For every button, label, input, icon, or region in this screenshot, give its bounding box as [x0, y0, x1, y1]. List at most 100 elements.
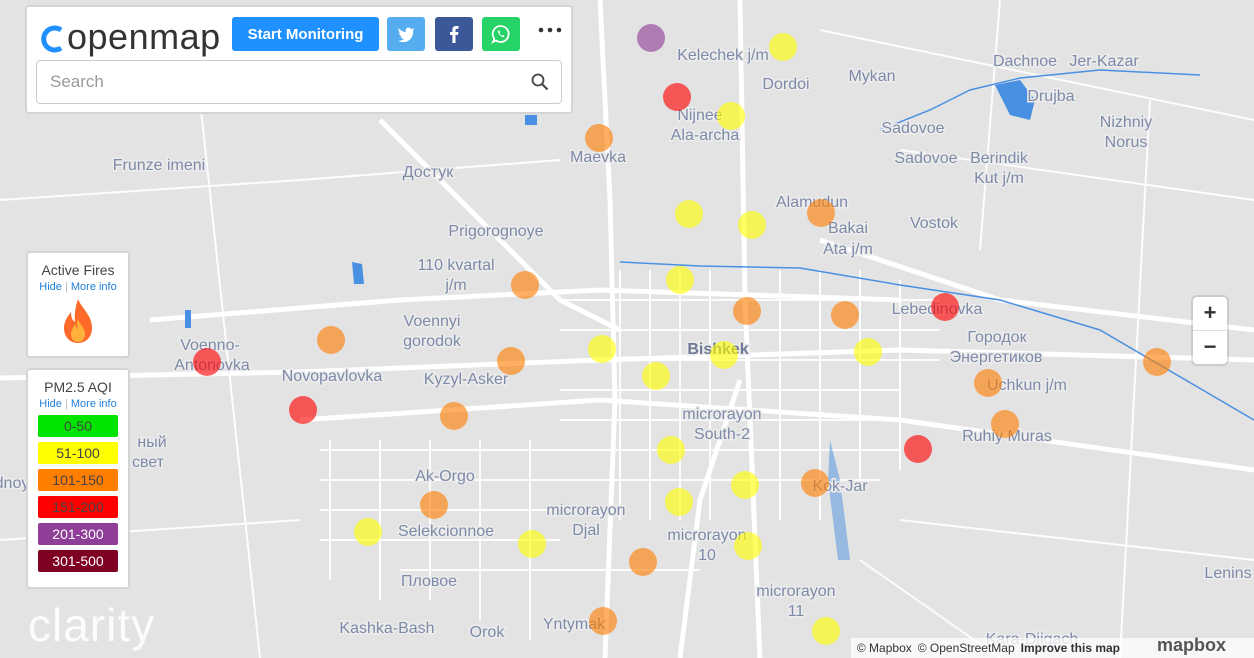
- place-label: ный: [137, 434, 166, 451]
- sensor-marker[interactable]: [854, 338, 882, 366]
- sensor-marker[interactable]: [511, 271, 539, 299]
- sensor-marker[interactable]: [440, 402, 468, 430]
- place-label: Berindik: [970, 150, 1029, 167]
- sensor-marker[interactable]: [738, 211, 766, 239]
- place-label: j/m: [444, 277, 466, 294]
- place-label: Mykan: [848, 68, 895, 85]
- place-label: Ata j/m: [823, 241, 873, 258]
- more-button[interactable]: [538, 25, 562, 35]
- place-label: 110 kvartal: [417, 257, 494, 274]
- start-monitoring-button[interactable]: Start Monitoring: [232, 17, 379, 51]
- facebook-button[interactable]: [435, 17, 473, 51]
- zoom-in[interactable]: +: [1193, 297, 1227, 331]
- sensor-marker[interactable]: [710, 341, 738, 369]
- improve-link[interactable]: Improve this map: [1020, 641, 1120, 655]
- sensor-marker[interactable]: [663, 83, 691, 111]
- mapbox-brand: mapbox: [1156, 635, 1226, 655]
- fire-icon[interactable]: [60, 297, 96, 345]
- sensor-marker[interactable]: [629, 548, 657, 576]
- aqi-level: 0-50: [38, 415, 118, 437]
- sensor-marker[interactable]: [931, 293, 959, 321]
- aqi-level: 51-100: [38, 442, 118, 464]
- sensor-marker[interactable]: [733, 297, 761, 325]
- place-label: gorodok: [403, 333, 462, 350]
- hide-link[interactable]: Hide: [39, 281, 62, 293]
- place-label: Dordoi: [762, 76, 809, 93]
- sensor-marker[interactable]: [637, 24, 665, 52]
- sensor-marker[interactable]: [420, 491, 448, 519]
- place-label: Пловое: [401, 573, 457, 590]
- sensor-marker[interactable]: [588, 335, 616, 363]
- sensor-marker[interactable]: [657, 436, 685, 464]
- place-label: 11: [788, 603, 805, 620]
- sensor-markers: [193, 24, 1171, 645]
- logo-icon: [41, 26, 63, 53]
- sensor-marker[interactable]: [731, 471, 759, 499]
- canal: [879, 69, 1201, 131]
- place-label: Novopavlovka: [282, 368, 383, 385]
- logo-text: openmap: [67, 16, 221, 57]
- aqi-level: 101-150: [38, 469, 118, 491]
- clarity-logo: clarity: [28, 599, 156, 651]
- place-label: Ak-Orgo: [415, 468, 475, 485]
- search-icon[interactable]: [531, 73, 549, 91]
- sensor-marker[interactable]: [769, 33, 797, 61]
- place-label: Kut j/m: [974, 170, 1024, 187]
- more-info-link[interactable]: More info: [70, 281, 117, 293]
- place-label: Dachnoe: [993, 53, 1057, 70]
- sensor-marker[interactable]: [991, 410, 1019, 438]
- panel-links: Hide | More info: [28, 398, 128, 410]
- sensor-marker[interactable]: [734, 532, 762, 560]
- place-label: Selekcionnoe: [398, 523, 494, 540]
- twitter-button[interactable]: [387, 17, 425, 51]
- water: [185, 80, 1035, 560]
- sensor-marker[interactable]: [585, 124, 613, 152]
- sensor-marker[interactable]: [807, 199, 835, 227]
- whatsapp-button[interactable]: [482, 17, 520, 51]
- sensor-marker[interactable]: [193, 348, 221, 376]
- place-label: Lenins: [1204, 565, 1251, 582]
- place-label: Достук: [403, 164, 454, 181]
- more-info-link[interactable]: More info: [70, 398, 117, 410]
- sensor-marker[interactable]: [497, 347, 525, 375]
- aqi-level: 151-200: [38, 496, 118, 518]
- sensor-marker[interactable]: [717, 102, 745, 130]
- separator: |: [64, 398, 68, 410]
- separator: |: [64, 281, 68, 293]
- zoom-out[interactable]: −: [1203, 334, 1217, 359]
- sensor-marker[interactable]: [354, 518, 382, 546]
- sensor-marker[interactable]: [801, 469, 829, 497]
- place-label: Voenno-: [180, 337, 240, 354]
- place-label: Uchkun j/m: [987, 377, 1067, 394]
- sensor-marker[interactable]: [675, 200, 703, 228]
- sensor-marker[interactable]: [904, 435, 932, 463]
- sensor-marker[interactable]: [974, 369, 1002, 397]
- sensor-marker[interactable]: [665, 488, 693, 516]
- osm-credit[interactable]: © OpenStreetMap: [917, 641, 1015, 655]
- sensor-marker[interactable]: [666, 266, 694, 294]
- aqi-panel: PM2.5 AQI Hide | More info 0-50 51-100 101…: [26, 368, 130, 589]
- sensor-marker[interactable]: [289, 396, 317, 424]
- place-label: Prigorognoye: [448, 223, 543, 240]
- mapbox-credit[interactable]: © Mapbox: [856, 641, 912, 655]
- sensor-marker[interactable]: [317, 326, 345, 354]
- sensor-marker[interactable]: [518, 530, 546, 558]
- place-label: microrayon: [756, 583, 835, 600]
- aqi-level: 201-300: [38, 523, 118, 545]
- sensor-marker[interactable]: [1143, 348, 1171, 376]
- sensor-marker[interactable]: [812, 617, 840, 645]
- attribution: © Mapbox © OpenStreetMap Improve this ma…: [850, 638, 1254, 658]
- sensor-marker[interactable]: [831, 301, 859, 329]
- place-label: свет: [132, 454, 165, 471]
- place-label: Nijnee: [677, 107, 722, 124]
- sensor-marker[interactable]: [642, 362, 670, 390]
- place-label: Энергетиков: [950, 349, 1043, 366]
- hide-link[interactable]: Hide: [39, 398, 62, 410]
- fires-panel: Active Fires Hide | More info: [26, 251, 130, 358]
- panel-links: Hide | More info: [28, 281, 128, 293]
- sensor-marker[interactable]: [589, 607, 617, 635]
- place-label: Sadovoe: [894, 150, 957, 167]
- place-label: Городок: [967, 329, 1027, 346]
- search-box[interactable]: Search: [36, 60, 562, 104]
